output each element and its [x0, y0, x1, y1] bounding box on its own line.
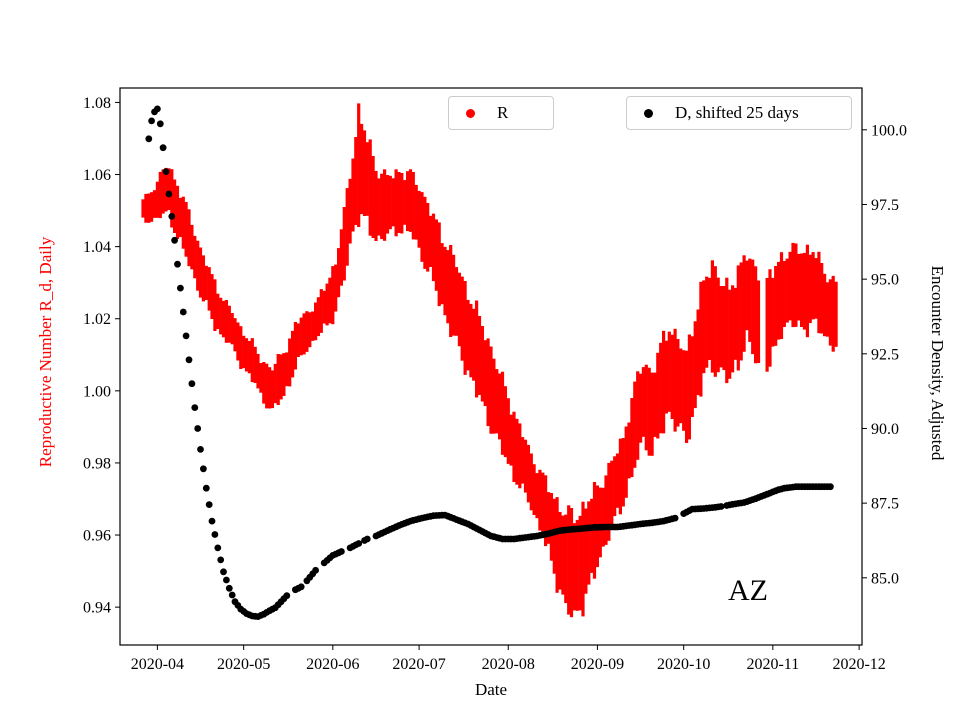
svg-text:1.00: 1.00: [83, 383, 111, 400]
svg-text:0.94: 0.94: [83, 600, 111, 617]
x-axis-label: Date: [474, 680, 508, 699]
svg-text:92.5: 92.5: [871, 346, 899, 363]
svg-text:2020-05: 2020-05: [217, 656, 270, 673]
svg-text:1.02: 1.02: [83, 311, 111, 328]
svg-text:97.5: 97.5: [871, 197, 899, 214]
svg-text:0.98: 0.98: [83, 455, 111, 472]
svg-text:1.08: 1.08: [83, 95, 111, 112]
svg-text:2020-08: 2020-08: [482, 656, 535, 673]
legend-r-marker-icon: [466, 108, 475, 118]
svg-text:2020-06: 2020-06: [306, 656, 359, 673]
series-d-dots: [145, 105, 834, 620]
svg-text:2020-11: 2020-11: [746, 656, 799, 673]
svg-text:100.0: 100.0: [871, 122, 907, 139]
svg-text:95.0: 95.0: [871, 272, 899, 289]
svg-text:2020-09: 2020-09: [571, 656, 624, 673]
svg-text:87.5: 87.5: [871, 496, 899, 513]
y-axis-left-ticks: 0.94 0.96 0.98 1.00 1.02 1.04 1.06 1.08: [83, 95, 120, 617]
legend-d-marker-icon: [644, 108, 653, 118]
x-axis-ticks: 2020-04 2020-05 2020-06 2020-07 2020-08 2020-…: [131, 645, 886, 673]
svg-text:90.0: 90.0: [871, 421, 899, 438]
state-annotation: AZ: [728, 574, 768, 607]
legend-d: D, shifted 25 days: [626, 96, 852, 130]
svg-text:2020-07: 2020-07: [392, 656, 445, 673]
series-r-band: [141, 103, 838, 618]
legend-d-label: D, shifted 25 days: [675, 103, 799, 122]
svg-text:2020-04: 2020-04: [131, 656, 184, 673]
svg-text:1.04: 1.04: [83, 239, 111, 256]
y-axis-left-label: Reproductive Number R_d, Daily: [36, 236, 55, 468]
legend-r: R: [448, 96, 554, 130]
svg-text:85.0: 85.0: [871, 570, 899, 587]
svg-text:2020-12: 2020-12: [832, 656, 885, 673]
svg-text:2020-10: 2020-10: [657, 656, 710, 673]
y-axis-right-label: Encounter Density, Adjusted: [928, 265, 947, 461]
svg-text:0.96: 0.96: [83, 528, 111, 545]
svg-text:1.06: 1.06: [83, 167, 111, 184]
y-axis-right-ticks: 85.0 87.5 90.0 92.5 95.0 97.5 100.0: [862, 122, 907, 587]
plot-border: [119, 87, 863, 646]
legend-r-label: R: [497, 103, 509, 122]
